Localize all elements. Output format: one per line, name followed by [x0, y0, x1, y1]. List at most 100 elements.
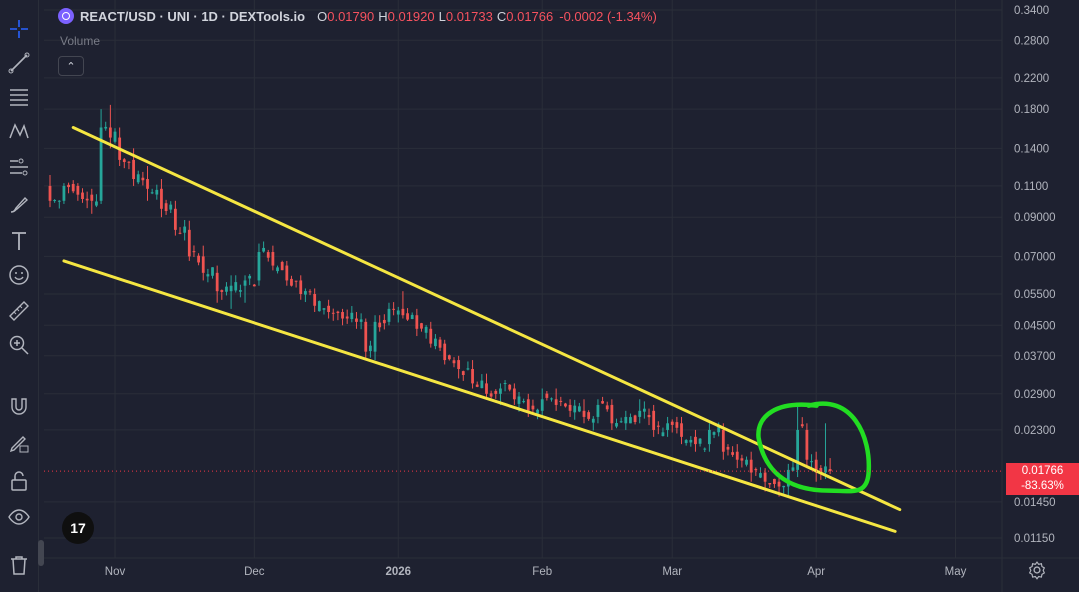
candle-body: [452, 360, 456, 364]
fib-icon[interactable]: [4, 82, 34, 112]
candle-body: [266, 252, 270, 258]
candle-body: [689, 439, 693, 443]
highlight-circle-annotation[interactable]: [756, 401, 872, 494]
lock-draw-icon[interactable]: [4, 428, 34, 458]
candle-body: [341, 312, 344, 319]
candle-body: [178, 232, 182, 234]
x-tick-label: Dec: [244, 566, 265, 578]
candle-body: [71, 183, 75, 192]
y-tick-label: 0.09000: [1014, 212, 1056, 224]
lock-icon[interactable]: [4, 466, 34, 496]
candle-body: [675, 422, 679, 428]
change-value: -0.0002 (-1.34%): [559, 8, 657, 24]
candle-body: [517, 396, 521, 404]
candle-body: [345, 316, 349, 319]
low-label: L: [438, 8, 446, 24]
candle-body: [327, 305, 331, 313]
candle-body: [48, 185, 52, 201]
candle-body: [215, 272, 219, 292]
candle-body: [317, 301, 321, 312]
candle-body: [350, 312, 354, 320]
candle-body: [601, 401, 604, 404]
last-price-tag: 0.01766 -83.63%: [1006, 463, 1079, 496]
collapse-indicators-button[interactable]: ⌃: [58, 56, 84, 76]
eye-icon[interactable]: [4, 502, 34, 532]
candle-body: [749, 459, 753, 473]
candle-body: [596, 404, 600, 417]
symbol-title[interactable]: REACT/USD · UNI · 1D · DEXTools.io: [80, 8, 306, 24]
candle-body: [257, 252, 261, 281]
scroll-handle[interactable]: [38, 540, 44, 566]
volume-label: Volume: [60, 34, 101, 48]
candle-body: [387, 308, 391, 322]
candle-body: [624, 416, 628, 424]
candle-body: [238, 290, 242, 292]
candle-body: [262, 247, 265, 252]
settings-gear-icon[interactable]: [1027, 560, 1047, 580]
candle-body: [294, 280, 298, 282]
close-value: 0.01766: [506, 8, 554, 24]
close-label: C: [496, 8, 507, 24]
candle-body: [438, 339, 442, 348]
brush-icon[interactable]: [4, 190, 34, 220]
zoom-icon[interactable]: [4, 330, 34, 360]
tradingview-logo[interactable]: 17: [62, 512, 94, 544]
magnet-icon[interactable]: [4, 392, 34, 422]
ruler-icon[interactable]: [4, 296, 34, 326]
candle-body: [53, 200, 57, 202]
candle-body: [485, 383, 488, 394]
candle-body: [146, 179, 149, 189]
candle-body: [540, 399, 544, 411]
candle-body: [503, 383, 507, 385]
trash-icon[interactable]: [4, 550, 34, 580]
candle-body: [429, 328, 433, 344]
candle-body: [378, 322, 382, 328]
candle-body: [410, 314, 414, 320]
candle-body: [132, 159, 135, 180]
trendline-upper[interactable]: [71, 126, 902, 512]
open-value: 0.01790: [327, 8, 375, 24]
candle-body: [740, 458, 744, 461]
crosshair-icon[interactable]: [4, 14, 34, 44]
candle-body: [434, 338, 437, 347]
candle-body: [67, 184, 70, 188]
text-icon[interactable]: [4, 226, 34, 256]
x-tick-label: Apr: [807, 566, 825, 578]
candle-body: [591, 418, 595, 423]
emoji-icon[interactable]: [4, 260, 34, 290]
candle-body: [694, 436, 697, 445]
candle-body: [234, 282, 238, 291]
y-tick-label: 0.1800: [1014, 104, 1049, 116]
candle-body: [104, 126, 108, 129]
trendline-icon[interactable]: [4, 48, 34, 78]
trendline-lower[interactable]: [62, 259, 897, 533]
candle-body: [633, 415, 637, 423]
candle-body: [480, 380, 484, 389]
candle-body: [322, 308, 326, 310]
candle-body: [457, 360, 461, 369]
candle-body: [526, 399, 530, 411]
last-price-value: 0.01766: [1021, 465, 1064, 478]
high-value: 0.01920: [387, 8, 435, 24]
price-chart[interactable]: 0.3400 0.2800 0.2200 0.1800 0.1400 0.1100 0.09…: [44, 0, 1079, 592]
candle-body: [392, 308, 396, 310]
candle-body: [150, 192, 154, 194]
y-tick-label: 0.01450: [1014, 497, 1056, 509]
forecast-icon[interactable]: [4, 152, 34, 182]
candle-body: [220, 290, 224, 292]
candle-body: [141, 177, 145, 181]
pattern-icon[interactable]: [4, 116, 34, 146]
candle-body: [810, 461, 813, 463]
candle-body: [173, 208, 177, 230]
candle-body: [401, 308, 405, 316]
candle-body: [57, 200, 61, 202]
high-label: H: [378, 8, 388, 24]
candle-body: [494, 390, 498, 394]
candle-body: [160, 188, 163, 209]
candle-body: [290, 278, 293, 286]
candle-body: [108, 127, 112, 138]
candle-body: [652, 410, 656, 430]
candle-body: [308, 291, 312, 293]
candle-body: [243, 280, 247, 286]
y-tick-label: 0.3400: [1014, 5, 1049, 17]
